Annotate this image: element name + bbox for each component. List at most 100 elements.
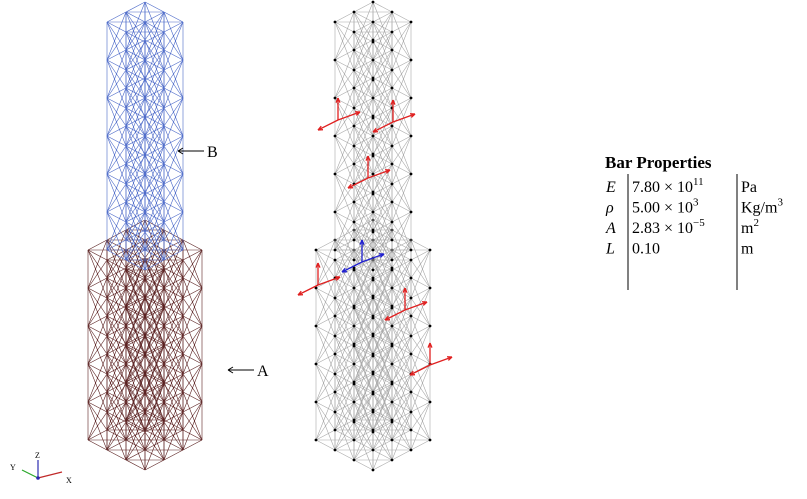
node bbox=[353, 87, 356, 90]
bar bbox=[126, 60, 145, 70]
node bbox=[372, 449, 375, 452]
node bbox=[372, 79, 375, 82]
bar bbox=[126, 278, 145, 288]
bar bbox=[145, 184, 164, 194]
bar bbox=[107, 98, 126, 108]
node bbox=[334, 259, 337, 262]
node bbox=[315, 401, 318, 404]
bar bbox=[126, 202, 145, 212]
bar bbox=[392, 88, 411, 98]
bar bbox=[164, 174, 183, 184]
bar bbox=[411, 402, 430, 412]
bar bbox=[88, 430, 107, 440]
bar bbox=[183, 430, 202, 440]
bar bbox=[392, 278, 411, 288]
bar bbox=[392, 126, 411, 136]
node bbox=[353, 259, 356, 262]
node bbox=[353, 325, 356, 328]
bar bbox=[126, 136, 145, 146]
bar bbox=[164, 430, 183, 440]
node bbox=[410, 211, 413, 214]
bar bbox=[107, 450, 126, 460]
bar bbox=[88, 354, 107, 364]
bar bbox=[354, 12, 373, 22]
value-text: 2.83 × 10 bbox=[632, 220, 693, 237]
bar bbox=[107, 382, 126, 392]
bar bbox=[373, 98, 392, 108]
bar bbox=[126, 78, 145, 88]
node bbox=[372, 249, 375, 252]
bar bbox=[126, 146, 145, 156]
bar bbox=[373, 88, 392, 98]
bar bbox=[145, 2, 164, 12]
node bbox=[391, 459, 394, 462]
node bbox=[391, 287, 394, 290]
bar bbox=[392, 402, 411, 412]
bar bbox=[126, 116, 145, 126]
bar bbox=[145, 364, 164, 374]
bar bbox=[107, 392, 126, 402]
bar bbox=[164, 336, 183, 346]
node bbox=[334, 249, 337, 252]
bar bbox=[392, 420, 411, 430]
bar bbox=[126, 192, 145, 202]
bar bbox=[107, 202, 126, 212]
label-a: A bbox=[257, 363, 269, 380]
bar bbox=[145, 164, 164, 174]
bar bbox=[107, 22, 126, 32]
bar bbox=[145, 108, 164, 118]
node bbox=[391, 69, 394, 72]
bar bbox=[164, 50, 183, 60]
bar bbox=[316, 354, 335, 364]
bar bbox=[373, 146, 392, 156]
node bbox=[372, 355, 375, 358]
bar bbox=[392, 326, 411, 336]
bar bbox=[107, 174, 126, 184]
bar bbox=[373, 154, 392, 164]
bar bbox=[107, 420, 126, 430]
node bbox=[410, 21, 413, 24]
bar bbox=[126, 164, 145, 174]
bar bbox=[145, 126, 164, 136]
bar bbox=[145, 146, 164, 156]
bar bbox=[183, 354, 202, 364]
origin bbox=[36, 476, 40, 480]
bar bbox=[126, 364, 145, 374]
bar bbox=[392, 136, 411, 146]
bar bbox=[335, 164, 354, 174]
bar bbox=[373, 440, 392, 450]
node bbox=[410, 411, 413, 414]
bar bbox=[392, 268, 411, 278]
node bbox=[315, 439, 318, 442]
bar bbox=[107, 260, 126, 270]
bar bbox=[183, 250, 202, 260]
bar bbox=[145, 174, 164, 184]
bar bbox=[126, 154, 145, 164]
x-axis bbox=[38, 472, 62, 478]
bar bbox=[145, 392, 164, 402]
node bbox=[391, 145, 394, 148]
bar bbox=[107, 288, 126, 298]
node bbox=[372, 279, 375, 282]
bar bbox=[107, 344, 126, 354]
bar bbox=[126, 126, 145, 136]
bar bbox=[335, 288, 354, 298]
bar bbox=[107, 440, 126, 450]
bar bbox=[354, 70, 373, 80]
bar bbox=[335, 298, 354, 308]
node bbox=[391, 401, 394, 404]
bar bbox=[88, 326, 107, 336]
node bbox=[353, 363, 356, 366]
unit: m2 bbox=[741, 217, 759, 237]
bar bbox=[392, 450, 411, 460]
bar bbox=[373, 32, 392, 42]
node bbox=[372, 411, 375, 414]
value: 7.80 × 1011 bbox=[632, 176, 704, 196]
bar bbox=[164, 326, 183, 336]
bar bbox=[164, 412, 183, 422]
bar bbox=[126, 212, 145, 222]
bar bbox=[392, 12, 411, 22]
node bbox=[410, 449, 413, 452]
load-triad bbox=[410, 343, 452, 375]
bar bbox=[373, 50, 392, 60]
